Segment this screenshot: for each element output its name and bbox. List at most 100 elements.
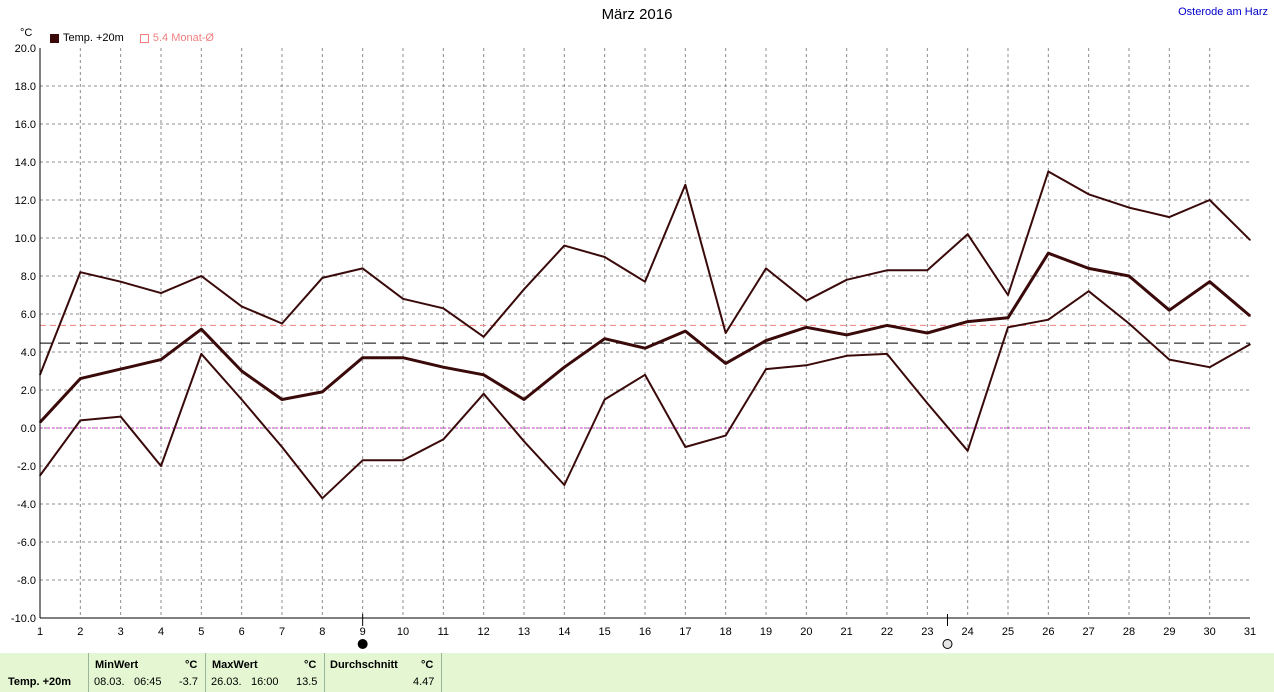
data-point-max — [482, 336, 485, 338]
data-point-mean — [1087, 267, 1090, 270]
legend: Temp. +20m 5.4 Monat-Ø — [50, 32, 214, 44]
chart-title: März 2016 — [601, 6, 673, 23]
data-point-mean — [361, 356, 364, 359]
data-point-max — [644, 280, 646, 283]
x-tick-label: 3 — [118, 626, 124, 638]
legend-item-avg[interactable]: 5.4 Monat-Ø — [139, 32, 214, 44]
data-point-max — [361, 267, 364, 270]
grid — [40, 48, 1250, 618]
x-tick-label: 30 — [1204, 626, 1216, 638]
min-time: 06:45 — [134, 676, 162, 688]
x-tick-label: 21 — [841, 626, 853, 638]
data-point-min — [482, 393, 485, 395]
data-point-max — [200, 275, 203, 277]
y-tick-label: 16.0 — [15, 119, 36, 131]
legend-swatch-avg — [139, 33, 149, 43]
data-point-mean — [160, 358, 162, 361]
data-point-max — [765, 267, 767, 270]
x-tick-label: 5 — [198, 626, 204, 638]
data-point-max — [1007, 294, 1009, 296]
x-tick-label: 31 — [1244, 626, 1256, 638]
data-point-mean — [79, 377, 82, 380]
data-point-mean — [402, 356, 404, 359]
legend-item-main[interactable]: Temp. +20m — [50, 32, 124, 44]
data-point-min — [79, 419, 82, 422]
data-point-mean — [765, 339, 767, 342]
x-tick-label: 18 — [720, 626, 732, 638]
data-point-max — [240, 305, 243, 308]
max-header: MaxWert — [212, 659, 258, 671]
x-tick-label: 22 — [881, 626, 893, 638]
data-point-mean — [644, 347, 646, 350]
avg-header: Durchschnitt — [330, 659, 398, 671]
data-point-mean — [1208, 280, 1211, 283]
data-point-mean — [442, 366, 445, 369]
data-point-max — [523, 288, 525, 291]
x-tick-label: 10 — [397, 626, 409, 638]
data-point-max — [1047, 170, 1050, 173]
x-tick-label: 7 — [279, 626, 285, 638]
data-point-max — [845, 279, 848, 281]
data-point-max — [321, 277, 324, 279]
data-point-min — [1128, 322, 1130, 325]
y-tick-label: 10.0 — [15, 233, 36, 245]
series-line-min — [39, 290, 1251, 500]
min-date: 08.03. — [94, 676, 125, 688]
min-unit: °C — [185, 659, 198, 671]
data-point-mean — [281, 398, 283, 401]
data-point-max — [1168, 216, 1171, 218]
data-point-min — [442, 438, 445, 441]
data-point-mean — [926, 332, 929, 334]
max-time: 16:00 — [251, 676, 279, 688]
data-point-mean — [200, 328, 203, 331]
x-tick-label: 11 — [438, 626, 449, 638]
data-point-min — [281, 446, 283, 448]
data-point-min — [200, 353, 203, 355]
data-point-mean — [805, 326, 808, 329]
data-point-max — [160, 292, 162, 294]
data-point-max — [724, 332, 727, 334]
data-point-min — [523, 440, 525, 443]
data-point-min — [1208, 366, 1211, 369]
data-point-min — [1007, 326, 1009, 329]
data-point-max — [603, 256, 606, 258]
data-point-max — [402, 298, 404, 300]
footer-avg-cell: Durchschnitt °C 4.47 — [325, 653, 442, 692]
data-point-min — [361, 459, 364, 462]
x-tick-label: 23 — [921, 626, 933, 638]
x-tick-label: 4 — [158, 626, 164, 638]
y-tick-label: 14.0 — [15, 157, 36, 169]
x-tick-label: 12 — [478, 626, 490, 638]
data-point-min — [119, 415, 122, 418]
data-series — [38, 170, 1251, 500]
x-tick-label: 15 — [599, 626, 611, 638]
y-tick-label: 2.0 — [21, 385, 36, 397]
x-tick-label: 1 — [37, 626, 43, 638]
x-tick-label: 29 — [1163, 626, 1175, 638]
data-point-mean — [966, 320, 969, 323]
x-tick-label: 8 — [319, 626, 325, 638]
data-point-max — [1128, 206, 1130, 209]
data-point-max — [442, 307, 445, 310]
data-point-min — [966, 450, 969, 452]
footer-series-label: Temp. +20m — [8, 676, 72, 688]
max-unit: °C — [304, 659, 317, 671]
x-tick-label: 13 — [518, 626, 530, 638]
data-point-mean — [523, 398, 525, 401]
location-label[interactable]: Osterode am Harz — [1178, 6, 1268, 18]
data-point-min — [765, 368, 767, 370]
data-point-mean — [1128, 275, 1130, 277]
data-point-max — [563, 244, 566, 247]
data-point-min — [724, 434, 727, 437]
data-point-min — [563, 484, 566, 486]
data-point-max — [684, 184, 687, 186]
data-point-min — [1168, 358, 1171, 361]
data-point-mean — [119, 368, 122, 370]
max-date: 26.03. — [211, 676, 242, 688]
data-point-mean — [1249, 315, 1251, 317]
data-point-mean — [1007, 317, 1009, 319]
data-point-min — [402, 459, 404, 462]
x-tick-label: 25 — [1002, 626, 1014, 638]
legend-label-main: Temp. +20m — [63, 32, 124, 44]
data-point-max — [926, 269, 929, 272]
